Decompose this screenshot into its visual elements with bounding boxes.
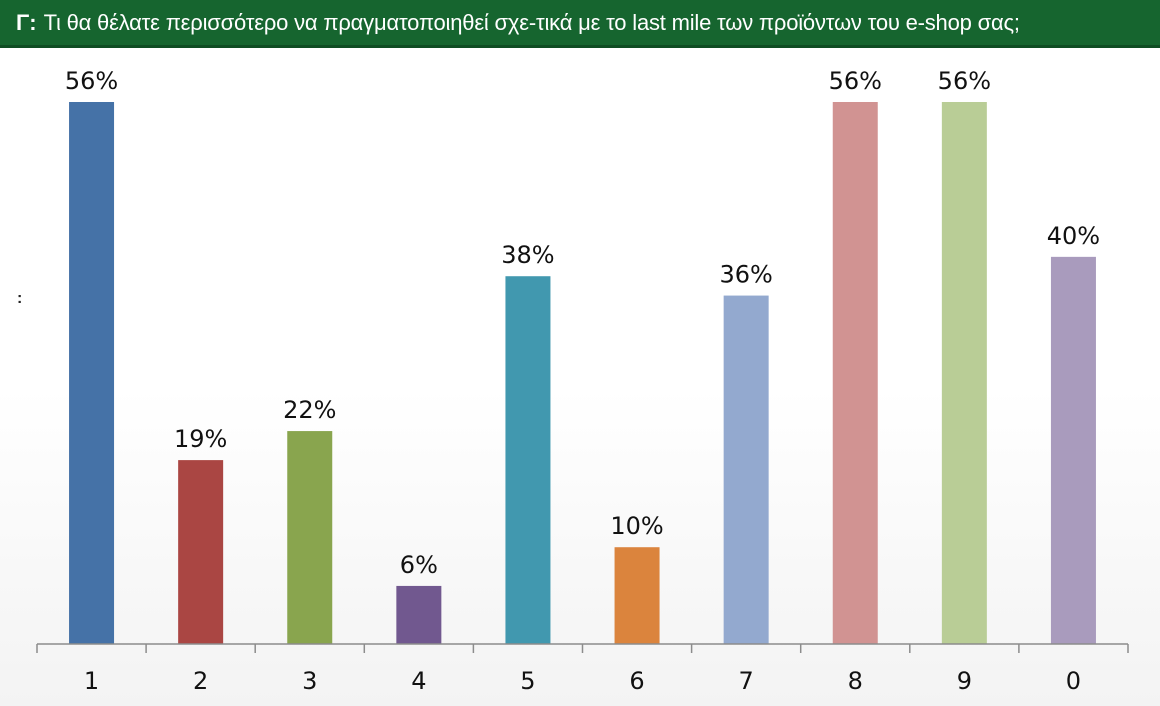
x-tick-label: 5 bbox=[520, 667, 535, 695]
bar-value-label: 56% bbox=[65, 67, 118, 95]
question-header: Γ: Τι θα θέλατε περισσότερο να πραγματοπ… bbox=[0, 0, 1160, 48]
bar-value-label: 40% bbox=[1047, 222, 1100, 250]
x-tick-label: 8 bbox=[848, 667, 863, 695]
bar-value-label: 19% bbox=[174, 425, 227, 453]
x-tick-label: 2 bbox=[193, 667, 208, 695]
bar-value-label: 56% bbox=[829, 67, 882, 95]
bar-1 bbox=[69, 102, 115, 644]
bar-7 bbox=[723, 295, 769, 644]
bar-6 bbox=[614, 547, 660, 644]
question-text: Τι θα θέλατε περισσότερο να πραγματοποιη… bbox=[43, 9, 1020, 35]
x-tick-label: 7 bbox=[739, 667, 754, 695]
bar-4 bbox=[396, 585, 442, 644]
bar-5 bbox=[505, 276, 551, 644]
side-mark: : bbox=[17, 290, 23, 307]
bar-value-label: 38% bbox=[501, 241, 554, 269]
x-tick-label: 3 bbox=[302, 667, 317, 695]
bar-0 bbox=[1050, 256, 1096, 644]
value-labels-layer: 56% 19% 22% 6% 38% 10% 36% 56% 56% 40% bbox=[65, 67, 1100, 579]
x-tick-label: 0 bbox=[1066, 667, 1081, 695]
bar-3 bbox=[287, 431, 333, 644]
bar-9 bbox=[941, 102, 987, 644]
bars-layer bbox=[69, 102, 1096, 644]
question-prefix: Γ: bbox=[16, 9, 37, 35]
bar-value-label: 6% bbox=[400, 551, 438, 579]
bar-value-label: 36% bbox=[719, 261, 772, 289]
bar-value-label: 22% bbox=[283, 396, 336, 424]
bar-2 bbox=[178, 460, 224, 644]
x-tick-label: 1 bbox=[84, 667, 99, 695]
bar-8 bbox=[832, 102, 878, 644]
x-tick-label: 4 bbox=[411, 667, 426, 695]
x-axis-tick-labels: 1 2 3 4 5 6 7 8 9 0 bbox=[84, 667, 1081, 695]
x-tick-label: 6 bbox=[629, 667, 644, 695]
bar-value-label: 56% bbox=[938, 67, 991, 95]
x-tick-label: 9 bbox=[957, 667, 972, 695]
x-axis-ticks bbox=[36, 644, 1129, 653]
bar-value-label: 10% bbox=[610, 512, 663, 540]
